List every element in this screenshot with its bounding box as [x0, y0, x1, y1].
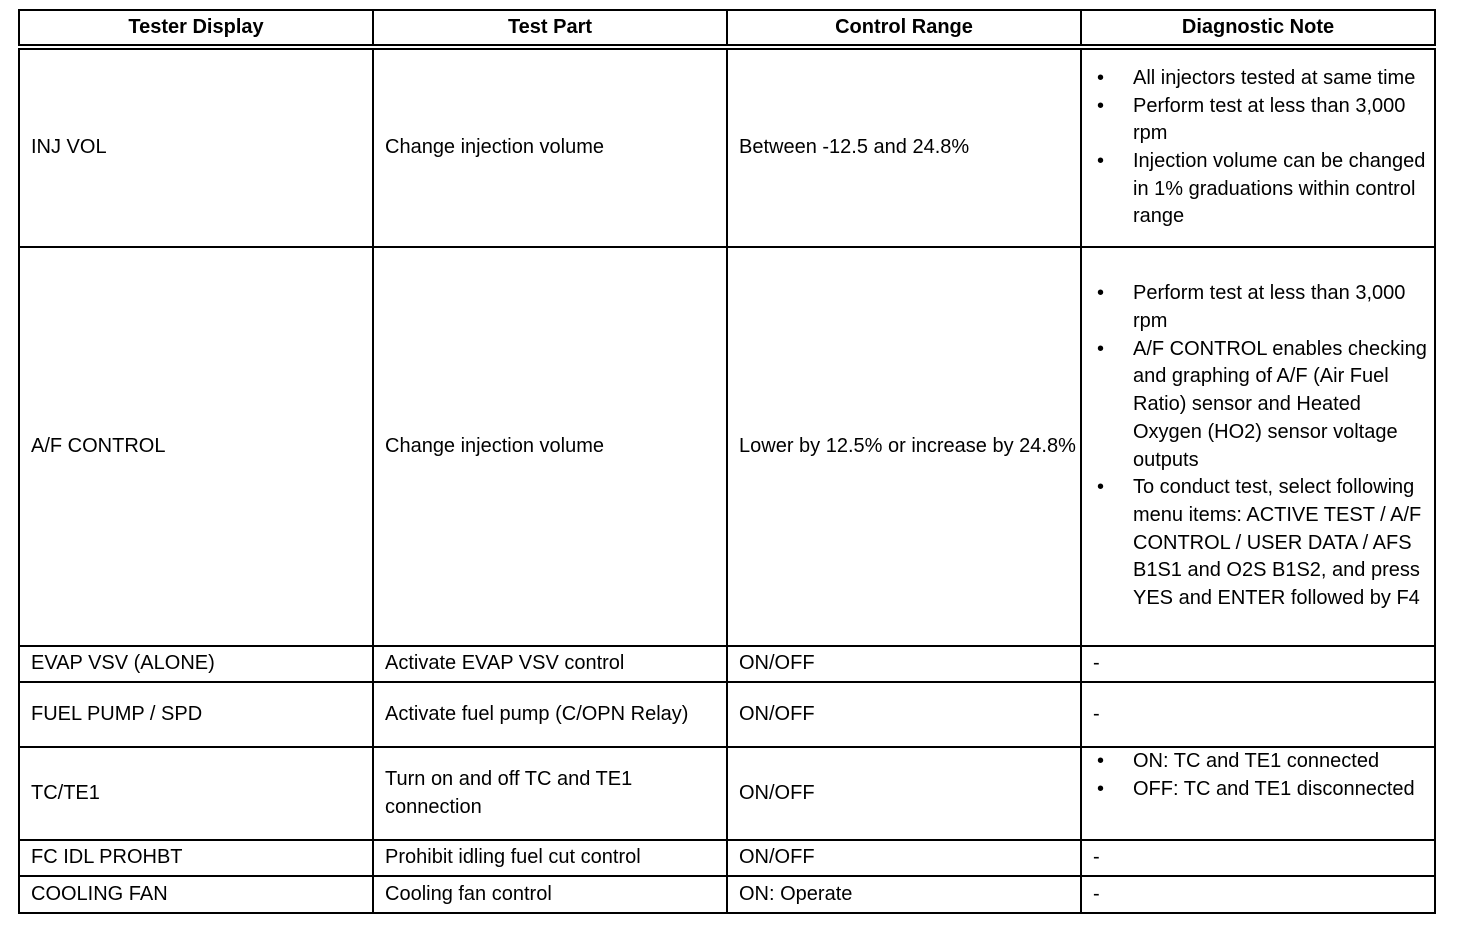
cell-tester-display: EVAP VSV (ALONE) — [18, 645, 374, 683]
cell-tester-display: TC/TE1 — [18, 746, 374, 841]
cell-control-range: ON/OFF — [726, 746, 1082, 841]
bullet-icon: • — [1097, 476, 1105, 499]
table-row: FUEL PUMP / SPD Activate fuel pump (C/OPN… — [18, 681, 1436, 748]
cell-test-part: Activate EVAP VSV control — [372, 645, 728, 683]
cell-control-range: Between -12.5 and 24.8% — [726, 46, 1082, 248]
cell-tester-display: FC IDL PROHBT — [18, 839, 374, 877]
cell-control-range: Lower by 12.5% or increase by 24.8% — [726, 246, 1082, 647]
bullet-icon: • — [1097, 777, 1105, 800]
note-item: • Perform test at less than 3,000 rpm — [1093, 280, 1430, 335]
note-text: Injection volume can be changed in 1% gr… — [1133, 150, 1426, 228]
cell-test-part: Prohibit idling fuel cut control — [372, 839, 728, 877]
note-item: • All injectors tested at same time — [1093, 65, 1430, 93]
cell-tester-display: A/F CONTROL — [18, 246, 374, 647]
note-text: ON: TC and TE1 connected — [1133, 750, 1380, 772]
table-row: A/F CONTROL Change injection volume Lower … — [18, 246, 1436, 647]
cell-tester-display: INJ VOL — [18, 46, 374, 248]
note-text: OFF: TC and TE1 disconnected — [1133, 777, 1415, 800]
cell-diagnostic-note: - — [1080, 839, 1436, 877]
cell-tester-display: COOLING FAN — [18, 875, 374, 914]
header-tester-display: Tester Display — [18, 9, 374, 50]
table-row: TC/TE1 Turn on and off TC and TE1 connect… — [18, 746, 1436, 841]
note-list: • All injectors tested at same time • Perfo… — [1093, 65, 1430, 231]
cell-diagnostic-note: - — [1080, 875, 1436, 914]
header-test-part: Test Part — [372, 9, 728, 50]
note-list: • ON: TC and TE1 connected • OFF: TC and TE… — [1093, 748, 1430, 803]
cell-diagnostic-note: • All injectors tested at same time • Perfo… — [1080, 46, 1436, 248]
active-test-table: Tester Display Test Part Control Range D… — [18, 9, 1436, 914]
bullet-icon: • — [1097, 750, 1105, 772]
cell-control-range: ON: Operate — [726, 875, 1082, 914]
cell-diagnostic-note: • ON: TC and TE1 connected • OFF: TC and TE… — [1080, 746, 1436, 841]
table-row: FC IDL PROHBT Prohibit idling fuel cut co… — [18, 839, 1436, 877]
note-item: • OFF: TC and TE1 disconnected — [1093, 776, 1430, 804]
table-row: COOLING FAN Cooling fan control ON: Operat… — [18, 875, 1436, 914]
note-text: Perform test at less than 3,000 rpm — [1133, 94, 1406, 145]
header-control-range: Control Range — [726, 9, 1082, 50]
cell-diagnostic-note: - — [1080, 645, 1436, 683]
cell-control-range: ON/OFF — [726, 645, 1082, 683]
cell-test-part: Change injection volume — [372, 246, 728, 647]
cell-test-part: Activate fuel pump (C/OPN Relay) — [372, 681, 728, 748]
cell-control-range: ON/OFF — [726, 681, 1082, 748]
cell-test-part: Cooling fan control — [372, 875, 728, 914]
bullet-icon: • — [1097, 337, 1105, 360]
note-text: All injectors tested at same time — [1133, 66, 1416, 89]
cell-test-part: Change injection volume — [372, 46, 728, 248]
cell-diagnostic-note: • Perform test at less than 3,000 rpm • A/F… — [1080, 246, 1436, 647]
header-row: Tester Display Test Part Control Range D… — [18, 9, 1436, 50]
note-item: • ON: TC and TE1 connected — [1093, 748, 1430, 776]
bullet-icon: • — [1097, 66, 1105, 89]
note-item: • Injection volume can be changed in 1% g… — [1093, 148, 1430, 231]
bullet-icon: • — [1097, 150, 1105, 172]
table-row: EVAP VSV (ALONE) Activate EVAP VSV contro… — [18, 645, 1436, 683]
note-item: • To conduct test, select following menu … — [1093, 474, 1430, 613]
note-text: Perform test at less than 3,000 rpm — [1133, 282, 1406, 332]
cell-diagnostic-note: - — [1080, 681, 1436, 748]
bullet-icon: • — [1097, 282, 1105, 305]
note-list: • Perform test at less than 3,000 rpm • A/F… — [1093, 280, 1430, 612]
note-item: • Perform test at less than 3,000 rpm — [1093, 93, 1430, 148]
note-text: To conduct test, select following menu i… — [1133, 476, 1422, 610]
cell-control-range: ON/OFF — [726, 839, 1082, 877]
bullet-icon: • — [1097, 94, 1105, 117]
cell-test-part: Turn on and off TC and TE1 connection — [372, 746, 728, 841]
header-diagnostic-note: Diagnostic Note — [1080, 9, 1436, 50]
note-text: A/F CONTROL enables checking and graphin… — [1133, 337, 1427, 471]
cell-tester-display: FUEL PUMP / SPD — [18, 681, 374, 748]
table-row: INJ VOL Change injection volume Between -1… — [18, 46, 1436, 248]
note-item: • A/F CONTROL enables checking and graphi… — [1093, 336, 1430, 475]
